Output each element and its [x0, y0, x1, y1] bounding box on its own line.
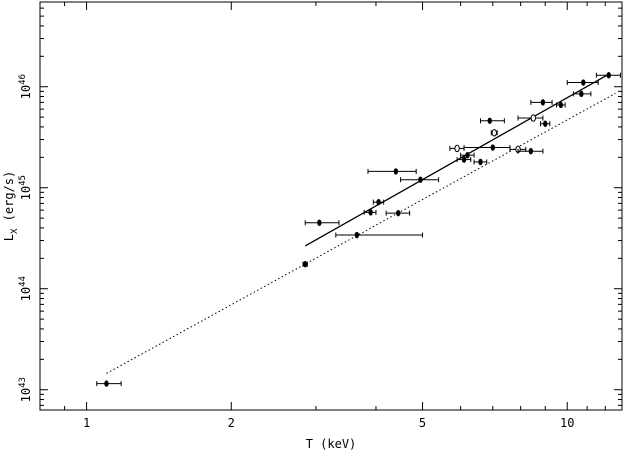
marker-filled	[376, 198, 381, 206]
marker-filled	[354, 231, 360, 239]
x-tick-label: 10	[560, 416, 574, 430]
y-tick-label: 1044	[18, 276, 33, 301]
data-point	[96, 380, 122, 387]
data-point	[400, 176, 440, 183]
x-tick-label: 5	[419, 416, 426, 430]
marker-filled	[490, 144, 495, 151]
marker-filled	[368, 209, 373, 216]
data-point	[556, 101, 566, 109]
x-axis-ticks: 1 2 5 10	[39, 2, 623, 430]
y-tick-label: 1046	[18, 74, 33, 99]
data-point	[456, 156, 472, 163]
data-point	[540, 120, 551, 127]
data-point	[566, 79, 599, 86]
data-point	[367, 168, 417, 175]
marker-filled	[396, 209, 401, 217]
marker-open	[530, 114, 537, 122]
data-point	[302, 260, 308, 268]
marker-filled	[606, 72, 611, 79]
data-point	[595, 72, 621, 79]
y-axis-ticks: 1043 1044 1045 1046	[18, 7, 622, 406]
plot-frame	[39, 1, 623, 411]
marker-filled	[317, 219, 322, 226]
data-point	[363, 209, 377, 216]
marker-open	[491, 129, 497, 137]
marker-filled	[528, 147, 534, 155]
data-point	[530, 99, 553, 106]
marker-filled	[487, 117, 492, 124]
marker-filled	[418, 176, 423, 183]
data-point	[460, 151, 475, 159]
data-points	[96, 72, 621, 387]
data-point	[335, 231, 424, 239]
y-tick-label: 1043	[18, 377, 33, 402]
data-point	[449, 144, 465, 153]
data-point	[490, 129, 498, 137]
data-point	[473, 158, 488, 166]
fit-lines	[106, 73, 616, 374]
fit-line-dotted	[106, 92, 616, 374]
data-point	[304, 219, 340, 226]
data-point	[572, 90, 592, 98]
y-axis-label: LX (erg/s)	[2, 171, 20, 241]
marker-filled	[393, 168, 399, 175]
data-point	[517, 147, 544, 155]
marker-filled	[579, 90, 584, 98]
marker-filled	[558, 101, 564, 109]
data-point	[517, 114, 544, 122]
y-tick-label: 1045	[18, 175, 33, 200]
marker-filled	[581, 79, 586, 86]
marker-open	[454, 144, 460, 153]
marker-filled	[543, 120, 548, 127]
marker-filled	[465, 151, 470, 159]
marker-filled	[540, 99, 546, 106]
data-point	[479, 117, 505, 124]
marker-filled	[303, 260, 308, 268]
data-point	[372, 198, 385, 206]
x-tick-label: 2	[228, 416, 235, 430]
marker-filled	[478, 158, 483, 166]
marker-filled	[104, 380, 109, 387]
data-point	[385, 209, 411, 217]
x-axis-label: T (keV)	[306, 437, 357, 451]
data-point	[463, 144, 511, 151]
x-tick-label: 1	[83, 416, 90, 430]
marker-filled	[461, 156, 467, 163]
